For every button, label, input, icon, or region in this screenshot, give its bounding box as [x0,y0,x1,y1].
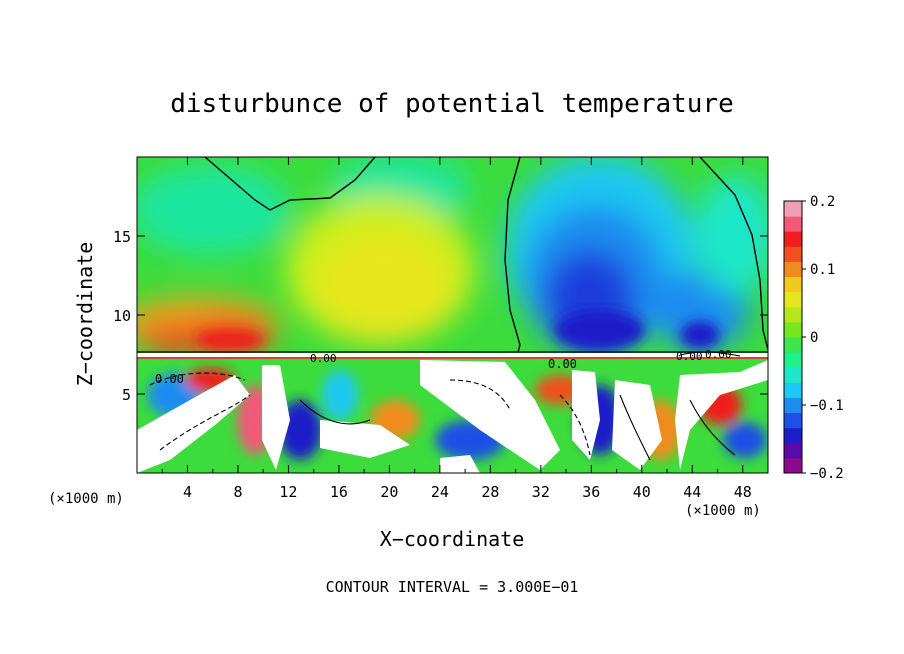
x-tick-label: 24 [431,483,449,501]
contour-label: 0.00 [548,357,577,371]
x-unit-left: (×1000 m) [48,491,124,507]
colorbar-swatch [784,412,802,429]
colorbar-swatch [784,276,802,293]
colorbar-swatch [784,201,802,217]
colorbar-swatch [784,397,802,414]
colorbar-swatch [784,457,802,474]
colorbar-tick-label: 0.1 [810,262,835,278]
colorbar-swatch [784,442,802,459]
colorbar-swatch [784,382,802,398]
chart-title: disturbunce of potential temperature [170,89,734,119]
x-tick-label: 16 [330,483,348,501]
y-axis: 5 10 15 [113,228,768,404]
contour-label: 0.00 [155,372,184,386]
x-tick-label: 36 [582,483,600,501]
colorbar-swatch [784,291,802,308]
colorbar-swatch [784,427,802,444]
colorbar-swatch [784,216,802,232]
x-tick-label: 28 [481,483,499,501]
contour-label: 0.00 [705,348,732,361]
x-axis: 4 8 12 16 20 24 28 32 36 40 44 48 [161,157,752,501]
colorbar-tick-label: 0.2 [810,194,835,210]
colorbar [784,201,802,474]
x-tick-label: 48 [734,483,752,501]
y-axis-label: Z−coordinate [73,242,97,387]
contour-label: 0.00 [676,350,703,363]
colorbar-swatch [784,352,802,368]
y-tick-label: 15 [113,228,131,246]
colorbar-swatch [784,367,802,383]
y-tick-label: 5 [122,386,131,404]
x-tick-label: 44 [683,483,701,501]
y-tick-label: 10 [113,307,131,325]
x-tick-label: 8 [233,483,242,501]
x-tick-label: 40 [633,483,651,501]
colorbar-tick-label: −0.1 [810,398,844,414]
contour-interval-note: CONTOUR INTERVAL = 3.000E−01 [326,578,579,596]
heatmap-field: 0.00 0.00 0.00 0.00 0.00 [137,157,768,473]
colorbar-swatch [784,261,802,278]
contour-label: 0.00 [310,352,337,365]
x-tick-label: 12 [279,483,297,501]
colorbar-ticks: 0.2 0.1 0 −0.1 −0.2 [802,194,844,482]
colorbar-swatch [784,321,802,338]
colorbar-swatch [784,337,802,353]
colorbar-swatch [784,246,802,262]
x-tick-label: 4 [183,483,192,501]
colorbar-tick-label: −0.2 [810,466,844,482]
colorbar-tick-label: 0 [810,330,818,346]
x-unit-right: (×1000 m) [685,503,761,519]
x-tick-label: 32 [532,483,550,501]
colorbar-swatch [784,306,802,323]
x-tick-label: 20 [380,483,398,501]
colorbar-swatch [784,231,802,247]
x-axis-label: X−coordinate [380,527,525,551]
